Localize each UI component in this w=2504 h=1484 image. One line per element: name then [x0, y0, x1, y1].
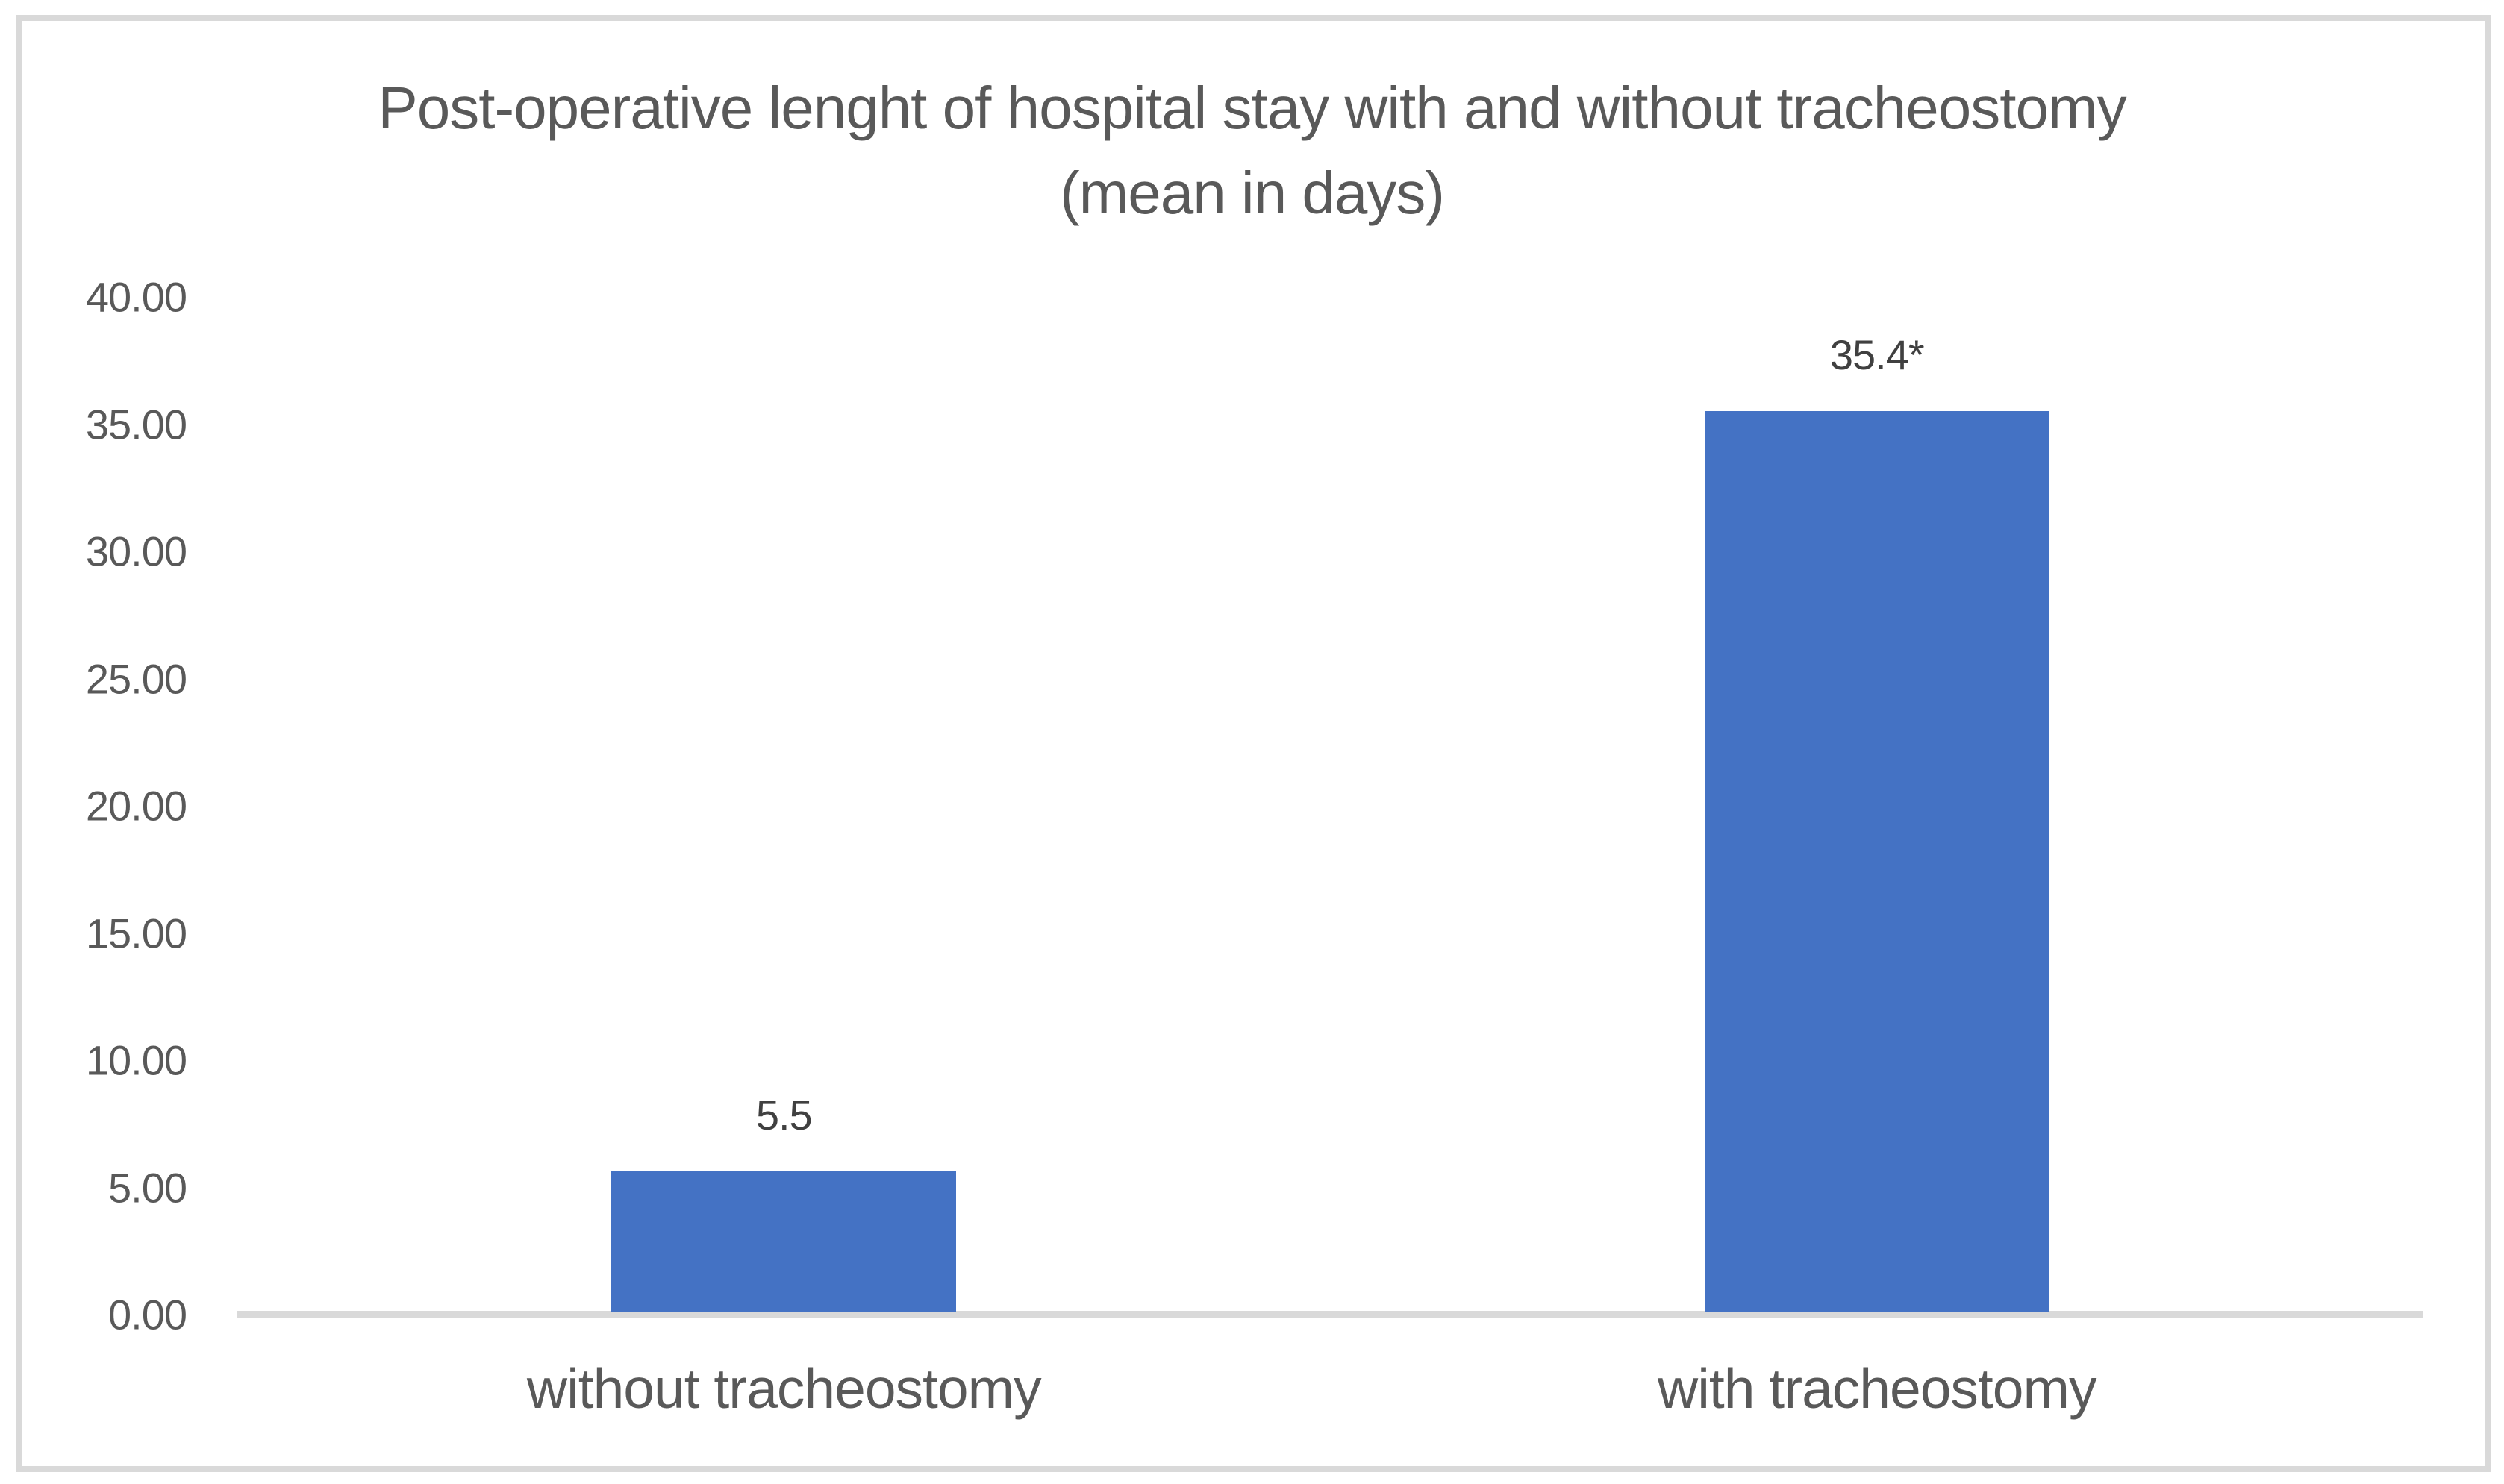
y-axis-tick-label: 20.00 [85, 782, 187, 830]
bar-without-tracheostomy [611, 1171, 957, 1312]
y-axis-tick-label: 30.00 [85, 527, 187, 575]
x-axis-category-label-without-tracheostomy: without tracheostomy [526, 1357, 1042, 1420]
y-axis-tick-label: 15.00 [85, 910, 187, 957]
y-axis-tick-label: 5.00 [108, 1164, 187, 1211]
x-axis-line [237, 1311, 2423, 1318]
chart-title-line-2: (mean in days) [1059, 160, 1445, 226]
plot-area: 5.5 35.4* [237, 297, 2423, 1318]
y-axis: 40.00 35.00 30.00 25.00 20.00 15.00 10.00 5.00 0… [0, 274, 187, 1339]
y-axis-tick-label: 35.00 [85, 401, 187, 448]
y-axis-tick-label: 10.00 [85, 1036, 187, 1084]
data-label-without-tracheostomy: 5.5 [755, 1092, 813, 1139]
chart-title: Post-operative lenght of hospital stay w… [0, 66, 2504, 236]
chart-title-line-1: Post-operative lenght of hospital stay w… [378, 75, 2126, 141]
chart-frame-border [16, 15, 2491, 1472]
x-axis-category-label-with-tracheostomy: with tracheostomy [1658, 1357, 2096, 1420]
bar-with-tracheostomy [1704, 410, 2049, 1312]
x-axis-labels: without tracheostomy with tracheostomy [237, 1356, 2423, 1438]
y-axis-tick-label: 40.00 [85, 273, 187, 321]
y-axis-tick-label: 25.00 [85, 655, 187, 702]
data-label-with-tracheostomy: 35.4* [1829, 331, 1925, 378]
y-axis-tick-label: 0.00 [108, 1291, 187, 1339]
